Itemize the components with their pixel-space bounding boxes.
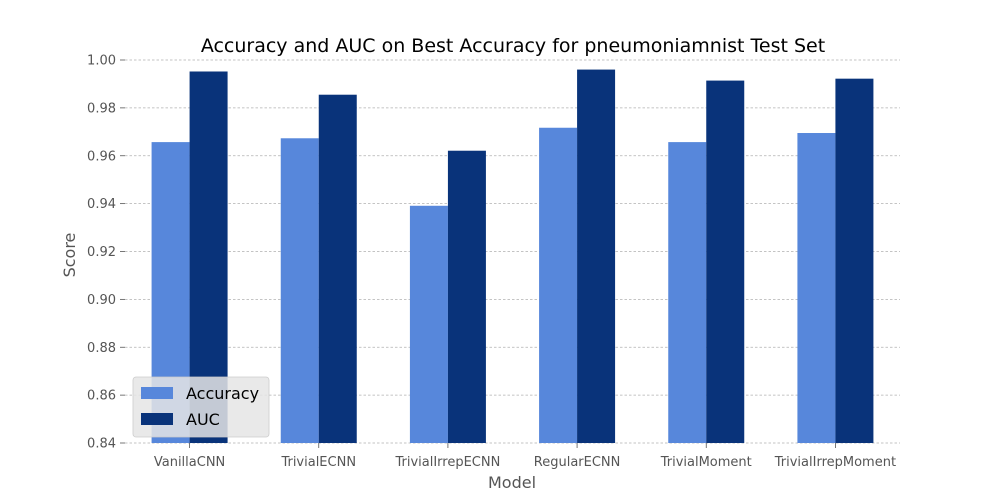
x-tick-label: TrivialIrrepECNN — [394, 455, 500, 470]
y-tick-label: 0.92 — [87, 245, 116, 260]
x-tick-label: TrivialIrrepMoment — [774, 455, 896, 470]
legend-label-accuracy: Accuracy — [186, 384, 259, 403]
legend-label-auc: AUC — [186, 410, 220, 429]
legend: Accuracy AUC — [132, 376, 270, 438]
bar-auc-trivialirrepecnn — [447, 150, 486, 443]
chart-title: Accuracy and AUC on Best Accuracy for pn… — [201, 35, 825, 57]
y-tick-label: 0.96 — [87, 149, 116, 164]
y-tick-label: 0.94 — [87, 197, 116, 212]
bar-auc-regularecnn — [577, 69, 616, 443]
legend-swatch-auc — [141, 413, 173, 425]
bar-accuracy-trivialirrepecnn — [409, 205, 448, 443]
legend-swatch-accuracy — [141, 387, 173, 399]
x-tick-label: VanillaCNN — [154, 455, 225, 470]
y-tick-label: 0.90 — [87, 293, 116, 308]
x-tick-label: TrivialECNN — [280, 455, 356, 470]
x-tick-label: RegularECNN — [534, 455, 621, 470]
bar-accuracy-trivialmoment — [668, 142, 707, 443]
y-axis-label: Score — [60, 233, 79, 278]
bar-auc-trivialirrepmoment — [835, 78, 874, 443]
y-tick-label: 1.00 — [87, 54, 116, 69]
x-axis-label: Model — [488, 473, 536, 492]
bars — [151, 69, 874, 444]
y-tick-label: 0.98 — [87, 101, 116, 116]
gridlines — [125, 59, 900, 444]
bar-accuracy-trivialecnn — [280, 138, 319, 443]
y-axis: 0.84 0.86 0.88 0.90 0.92 0.94 0.96 0.98 1.00 — [87, 54, 125, 452]
y-tick-label: 0.84 — [87, 437, 116, 452]
bar-auc-trivialmoment — [706, 80, 745, 444]
y-tick-label: 0.88 — [87, 341, 116, 356]
x-tick-label: TrivialMoment — [660, 455, 752, 470]
bar-auc-trivialecnn — [318, 94, 357, 443]
y-tick-label: 0.86 — [87, 389, 116, 404]
x-axis: VanillaCNN TrivialECNN TrivialIrrepECNN Reg… — [154, 443, 896, 470]
bar-accuracy-regularecnn — [539, 127, 578, 443]
bar-accuracy-trivialirrepmoment — [797, 133, 836, 443]
